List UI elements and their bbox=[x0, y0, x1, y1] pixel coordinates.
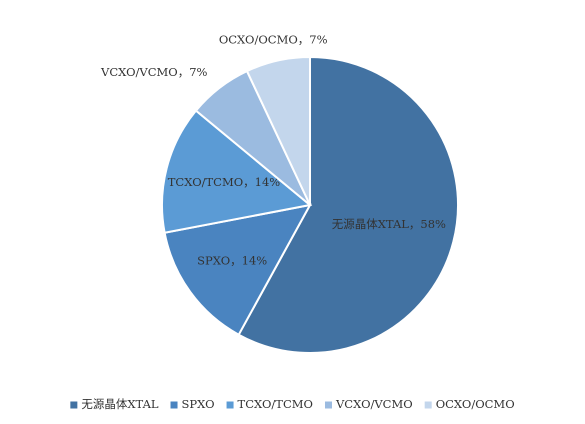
legend-swatch bbox=[324, 401, 332, 409]
pie-slice bbox=[245, 55, 311, 206]
legend-label: OCXO/OCMO bbox=[436, 397, 515, 411]
legend-swatch bbox=[70, 401, 78, 409]
legend-swatch bbox=[424, 401, 432, 409]
data-label: VCXO/VCMO，7% bbox=[100, 65, 208, 79]
data-label: TCXO/TCMO，14% bbox=[168, 175, 281, 189]
legend-swatch bbox=[170, 401, 178, 409]
legend-label: VCXO/VCMO bbox=[335, 397, 413, 411]
legend-label: SPXO bbox=[182, 397, 215, 411]
data-label: 无源晶体XTAL，58% bbox=[332, 217, 446, 231]
data-label: SPXO，14% bbox=[197, 254, 267, 268]
pie-slice bbox=[163, 203, 312, 337]
pie-slice bbox=[237, 55, 459, 354]
legend-label: TCXO/TCMO bbox=[238, 397, 313, 411]
pie-slice bbox=[161, 109, 313, 234]
legend-label: 无源晶体XTAL bbox=[81, 397, 159, 411]
data-label: OCXO/OCMO，7% bbox=[219, 32, 328, 46]
legend-swatch bbox=[226, 401, 234, 409]
